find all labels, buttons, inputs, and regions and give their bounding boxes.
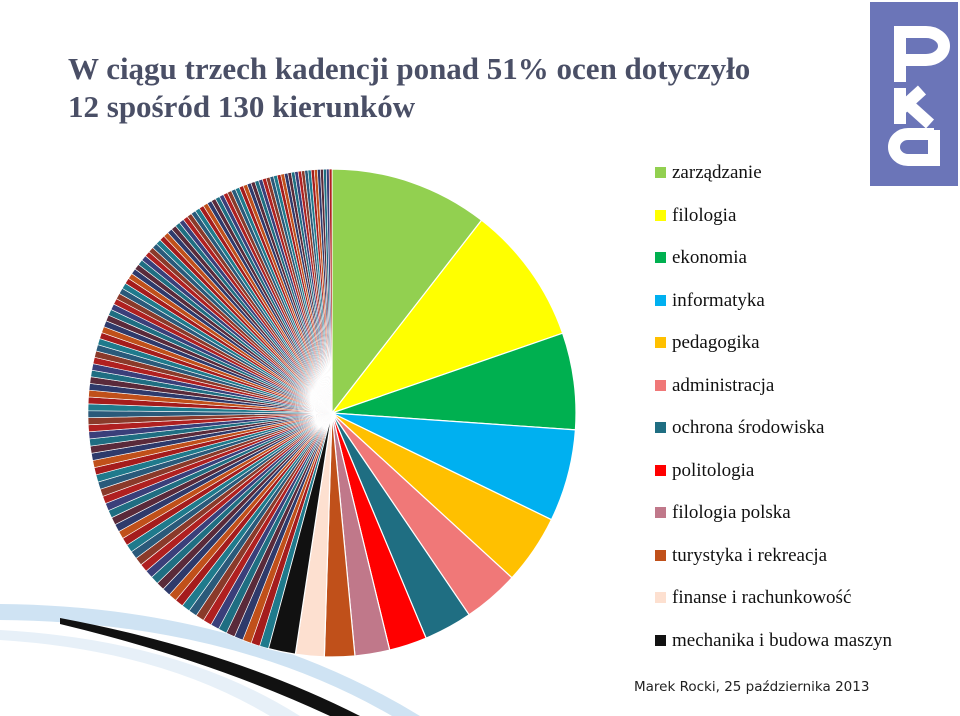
legend-label: finanse i rachunkowość <box>672 587 852 608</box>
legend-swatch <box>655 294 666 306</box>
slide-title: W ciągu trzech kadencji ponad 51% ocen d… <box>68 51 751 124</box>
legend-swatch <box>655 549 666 561</box>
legend-swatch <box>655 464 666 476</box>
legend-label: pedagogika <box>672 332 760 353</box>
legend-label: turystyka i rekreacja <box>672 544 828 566</box>
legend-swatch <box>655 634 666 646</box>
legend-label: politologia <box>672 459 755 481</box>
legend-swatch <box>655 337 666 348</box>
pka-logo-icon <box>870 2 958 186</box>
legend-label: ochrona środowiska <box>672 417 825 438</box>
legend-swatch <box>655 209 666 221</box>
legend-label: zarządzanie <box>672 162 762 183</box>
legend-swatch <box>655 422 666 433</box>
pie-slice-other-118 <box>328 168 333 414</box>
legend-label: ekonomia <box>672 247 747 268</box>
legend-swatch <box>655 252 666 263</box>
pka-logo <box>870 2 958 186</box>
legend-swatch <box>655 167 666 178</box>
legend-label: mechanika i budowa maszyn <box>672 629 893 651</box>
legend-label: filologia <box>672 204 737 226</box>
legend-swatch <box>655 507 666 518</box>
legend-label: informatyka <box>672 289 765 311</box>
legend-label: administracja <box>672 374 775 396</box>
pie-slice-1 <box>331 168 483 415</box>
legend-swatch <box>655 592 666 603</box>
footer-text: Marek Rocki, 25 października 2013 <box>634 679 870 695</box>
legend-label: filologia polska <box>672 502 791 523</box>
pie-slice-2 <box>330 219 564 415</box>
legend-swatch <box>655 379 666 391</box>
